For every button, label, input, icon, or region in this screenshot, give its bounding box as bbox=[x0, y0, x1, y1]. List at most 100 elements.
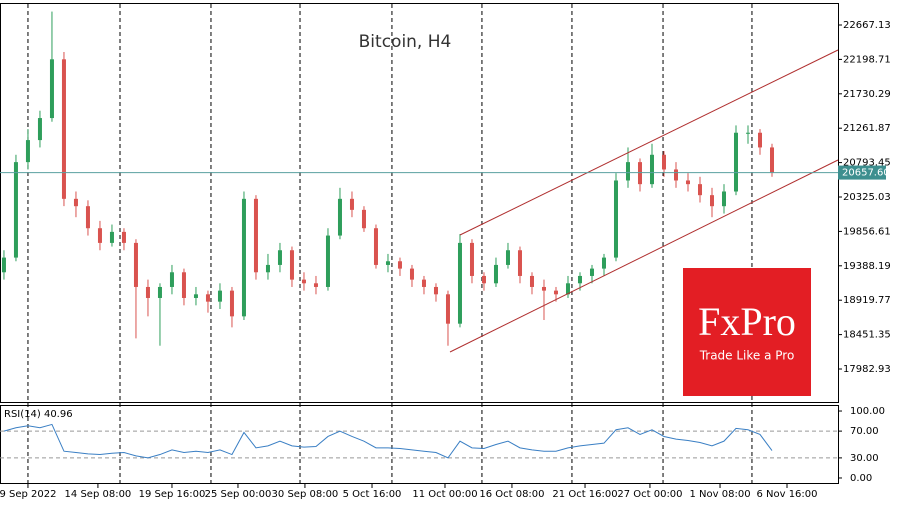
candle-body bbox=[673, 169, 678, 181]
y-tick-label: 20793.45 bbox=[843, 158, 891, 169]
candle-body bbox=[301, 279, 306, 284]
candle-body bbox=[757, 132, 762, 148]
candle-body bbox=[193, 294, 198, 298]
candle-body bbox=[685, 180, 690, 185]
candle-body bbox=[73, 198, 78, 207]
x-tick-label: 21 Oct 16:00 bbox=[552, 489, 617, 500]
candle-body bbox=[397, 261, 402, 269]
candle-body bbox=[217, 290, 222, 302]
candle-body bbox=[289, 250, 294, 280]
y-tick-label: 19856.61 bbox=[843, 226, 891, 237]
candle-body bbox=[229, 290, 234, 317]
logo-slogan: Trade Like a Pro bbox=[699, 349, 795, 363]
candle-body bbox=[457, 242, 462, 324]
candle-body bbox=[109, 231, 114, 243]
y-tick-label: 20325.03 bbox=[843, 192, 891, 203]
y-tick-label: 19388.19 bbox=[843, 261, 891, 272]
x-tick-label: 9 Sep 2022 bbox=[0, 489, 56, 500]
y-tick-label: 18919.77 bbox=[843, 295, 891, 306]
candle-body bbox=[625, 162, 630, 181]
candle-body bbox=[361, 209, 366, 229]
candle-body bbox=[661, 154, 666, 170]
candle-body bbox=[157, 286, 162, 298]
y-tick-label: 18451.35 bbox=[843, 330, 891, 341]
candle-body bbox=[25, 140, 30, 163]
candle-body bbox=[373, 228, 378, 265]
rsi-line bbox=[3, 423, 773, 459]
chart-title: Bitcoin, H4 bbox=[359, 32, 452, 52]
candle-body bbox=[637, 162, 642, 185]
x-tick-label: 16 Oct 08:00 bbox=[479, 489, 544, 500]
candle-body bbox=[433, 286, 438, 295]
candle-body bbox=[13, 162, 18, 258]
candle-body bbox=[613, 180, 618, 258]
candle-body bbox=[277, 250, 282, 265]
x-tick-label: 19 Sep 16:00 bbox=[139, 489, 206, 500]
candle-body bbox=[169, 272, 174, 287]
candle-body bbox=[541, 286, 546, 291]
candle-body bbox=[649, 154, 654, 185]
x-tick-label: 25 Sep 00:00 bbox=[205, 489, 272, 500]
last-price-label: 20657.60 bbox=[842, 168, 890, 179]
x-tick-label: 11 Oct 00:00 bbox=[412, 489, 477, 500]
candle-body bbox=[709, 195, 714, 207]
x-tick-label: 14 Sep 08:00 bbox=[65, 489, 132, 500]
candle-body bbox=[445, 294, 450, 324]
candle-body bbox=[121, 231, 126, 243]
candle-body bbox=[505, 250, 510, 265]
candle-body bbox=[325, 235, 330, 287]
y-tick-label: 21730.29 bbox=[843, 89, 891, 100]
rsi-y-tick-label: 100.00 bbox=[850, 406, 885, 417]
candle-body bbox=[409, 268, 414, 280]
rsi-y-tick-label: 30.00 bbox=[850, 453, 879, 464]
channel-upper bbox=[459, 49, 839, 236]
logo-box bbox=[683, 268, 811, 396]
candle-body bbox=[493, 264, 498, 284]
logo-name: FxPro bbox=[698, 299, 796, 344]
candle-body bbox=[469, 242, 474, 276]
candle-body bbox=[241, 198, 246, 317]
candle-body bbox=[313, 283, 318, 287]
y-tick-label: 22198.71 bbox=[843, 54, 891, 65]
candle-body bbox=[133, 242, 138, 287]
candle-body bbox=[517, 250, 522, 276]
candle-body bbox=[97, 228, 102, 243]
candle-body bbox=[481, 275, 486, 284]
candle-body bbox=[565, 283, 570, 295]
last-price-box bbox=[838, 165, 886, 180]
candle-body bbox=[85, 206, 90, 229]
channel-lower bbox=[449, 159, 839, 353]
candle-body bbox=[529, 275, 534, 287]
candle-body bbox=[265, 264, 270, 273]
x-tick-label: 30 Sep 08:00 bbox=[272, 489, 339, 500]
candle-body bbox=[61, 59, 66, 199]
candle-body bbox=[589, 268, 594, 276]
rsi-panel bbox=[0, 405, 839, 484]
candle-body bbox=[721, 191, 726, 207]
candle-body bbox=[745, 132, 750, 134]
candle-body bbox=[37, 118, 42, 141]
rsi-y-tick-label: 0.00 bbox=[850, 473, 872, 484]
candle-body bbox=[421, 279, 426, 287]
candle-body bbox=[349, 198, 354, 210]
y-tick-label: 22667.13 bbox=[843, 20, 891, 31]
candle-body bbox=[769, 147, 774, 173]
marks bbox=[1, 11, 774, 459]
x-tick-label: 6 Nov 16:00 bbox=[756, 489, 817, 500]
main-panel bbox=[0, 3, 839, 403]
candle-body bbox=[253, 198, 258, 273]
y-tick-label: 21261.87 bbox=[843, 123, 891, 134]
x-tick-label: 5 Oct 16:00 bbox=[343, 489, 402, 500]
candle-body bbox=[145, 286, 150, 298]
candle-body bbox=[337, 198, 342, 236]
y-tick-label: 17982.93 bbox=[843, 364, 891, 375]
x-tick-label: 27 Oct 00:00 bbox=[617, 489, 682, 500]
x-tick-label: 1 Nov 08:00 bbox=[690, 489, 751, 500]
candle-body bbox=[385, 261, 390, 265]
candle-body bbox=[181, 272, 186, 298]
rsi-y-tick-label: 70.00 bbox=[850, 426, 879, 437]
candle-body bbox=[205, 294, 210, 302]
candle-body bbox=[697, 184, 702, 196]
grid bbox=[0, 4, 838, 484]
